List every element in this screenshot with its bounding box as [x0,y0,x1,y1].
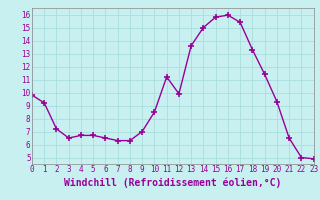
X-axis label: Windchill (Refroidissement éolien,°C): Windchill (Refroidissement éolien,°C) [64,177,282,188]
